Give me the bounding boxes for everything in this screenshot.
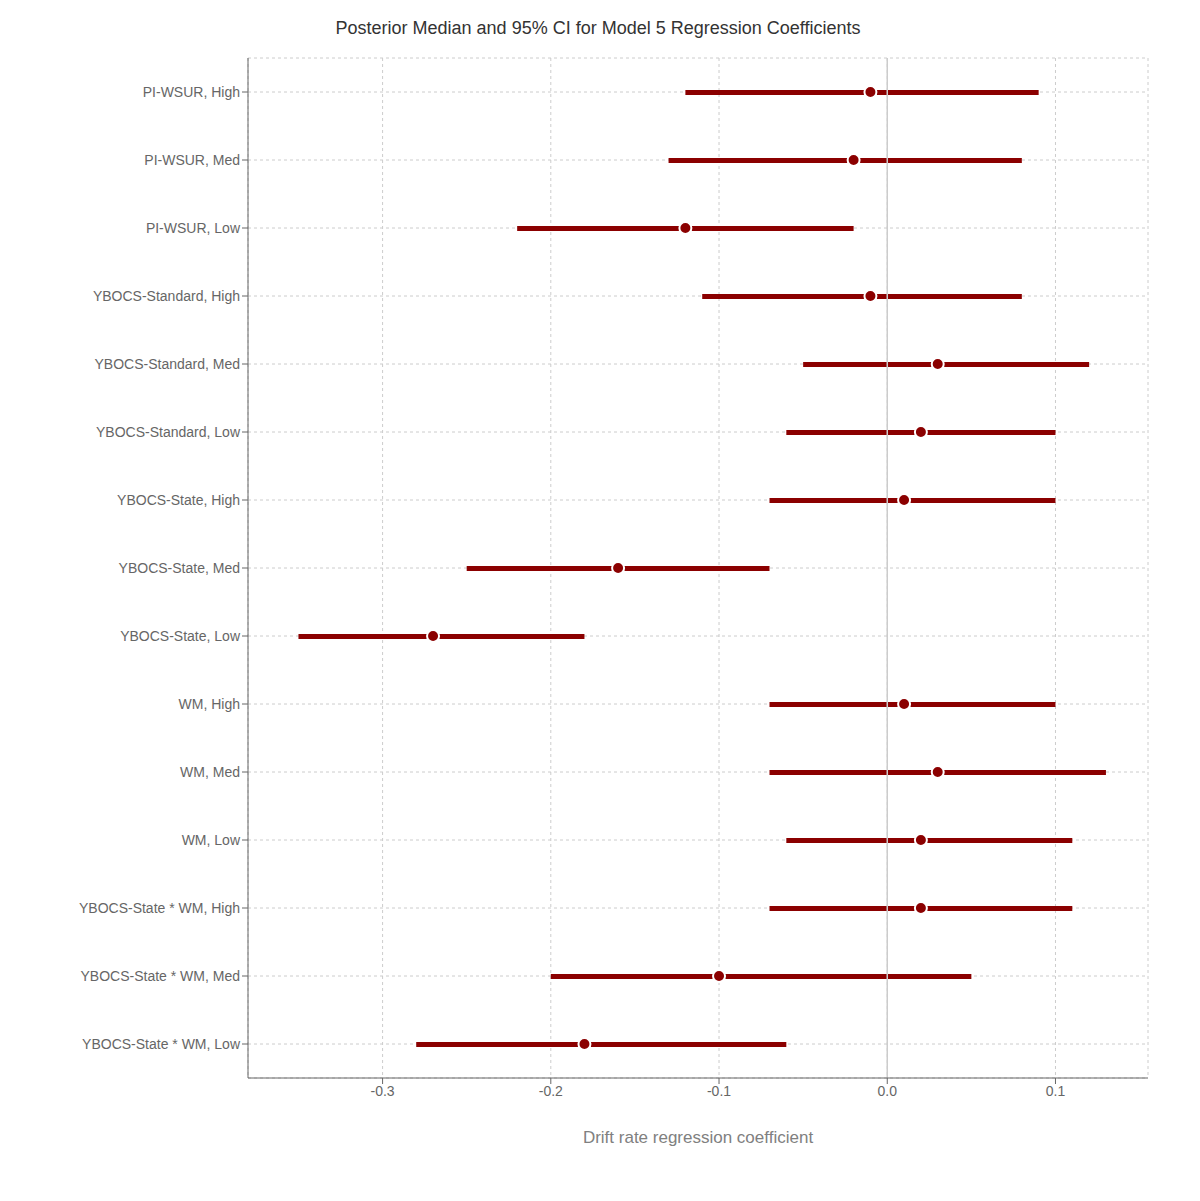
svg-text:YBOCS-Standard, High: YBOCS-Standard, High: [93, 288, 240, 304]
svg-text:PI-WSUR, High: PI-WSUR, High: [143, 84, 240, 100]
svg-text:YBOCS-State, High: YBOCS-State, High: [117, 492, 240, 508]
svg-text:WM, Med: WM, Med: [180, 764, 240, 780]
svg-text:PI-WSUR, Med: PI-WSUR, Med: [144, 152, 240, 168]
svg-text:PI-WSUR, Low: PI-WSUR, Low: [146, 220, 241, 236]
svg-text:0.1: 0.1: [1046, 1083, 1066, 1099]
svg-text:YBOCS-State, Med: YBOCS-State, Med: [119, 560, 240, 576]
svg-text:WM, Low: WM, Low: [182, 832, 241, 848]
svg-text:0.0: 0.0: [878, 1083, 898, 1099]
svg-text:YBOCS-State * WM, Low: YBOCS-State * WM, Low: [82, 1036, 241, 1052]
svg-text:-0.1: -0.1: [707, 1083, 731, 1099]
svg-text:YBOCS-Standard, Med: YBOCS-Standard, Med: [94, 356, 240, 372]
svg-text:YBOCS-State * WM, Med: YBOCS-State * WM, Med: [81, 968, 240, 984]
svg-text:-0.3: -0.3: [371, 1083, 395, 1099]
svg-text:Drift rate regression coeffici: Drift rate regression coefficient: [583, 1128, 814, 1147]
html-text:Posterior Median and 95% CI fo: Posterior Median and 95% CI for Model 5 …: [335, 18, 861, 38]
svg-text:YBOCS-Standard, Low: YBOCS-Standard, Low: [96, 424, 241, 440]
svg-text:-0.2: -0.2: [539, 1083, 563, 1099]
svg-text:WM, High: WM, High: [179, 696, 240, 712]
svg-text:YBOCS-State, Low: YBOCS-State, Low: [120, 628, 241, 644]
svg-text:YBOCS-State * WM, High: YBOCS-State * WM, High: [79, 900, 240, 916]
